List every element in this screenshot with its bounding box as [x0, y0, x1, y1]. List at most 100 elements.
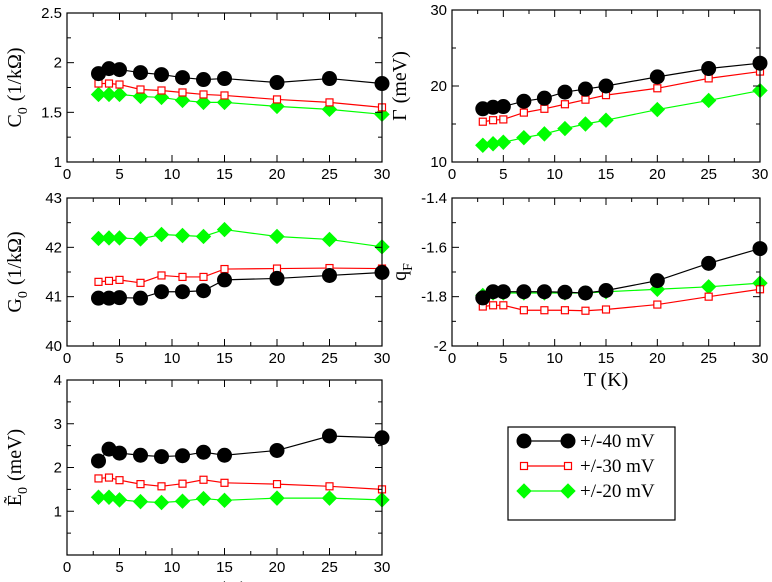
y-tick-label: 2 [54, 55, 62, 72]
data-point [133, 65, 148, 81]
x-tick-label: 10 [164, 559, 181, 576]
y-tick-label: 20 [430, 78, 447, 95]
x-tick-label: 20 [649, 166, 666, 183]
y-axis-title: qF [389, 263, 416, 281]
data-point [136, 85, 145, 94]
x-tick-label: 25 [321, 559, 338, 576]
y-tick-label: 2.5 [41, 5, 62, 22]
y-tick-label: 3 [54, 416, 62, 433]
data-point [133, 290, 148, 306]
series-s20 [475, 82, 768, 153]
x-tick-label: 0 [63, 166, 71, 183]
x-tick-label: 10 [164, 166, 181, 183]
legend-label: +/-40 mV [580, 431, 655, 452]
data-point [154, 67, 169, 83]
data-point [269, 228, 285, 245]
data-point [220, 264, 229, 274]
panel-top-right: 0 5 10 15 20 25 30 10 20 30 Γ(meV) [389, 2, 768, 183]
data-point [90, 86, 107, 103]
x-tick-label: 30 [374, 350, 391, 367]
data-point [174, 493, 191, 509]
legend-entry-s20: +/-20 mV [516, 481, 655, 502]
data-point [269, 270, 285, 286]
data-point [115, 476, 124, 485]
data-point [199, 90, 208, 99]
x-tick-label: 0 [63, 559, 71, 576]
legend-marker [516, 483, 532, 499]
x-tick-label: 30 [374, 166, 391, 183]
data-point [495, 284, 511, 300]
series-s40 [475, 241, 768, 306]
data-point [701, 255, 717, 271]
data-point [557, 84, 573, 100]
data-point [136, 278, 145, 287]
legend-box [507, 426, 676, 521]
data-point [175, 70, 190, 86]
data-point [175, 284, 190, 300]
data-point [704, 292, 713, 301]
y-tick-label: 1 [54, 154, 62, 171]
data-point [111, 86, 128, 103]
x-tick-label: 10 [546, 166, 563, 183]
plot-frame [66, 12, 383, 163]
data-point [557, 120, 573, 137]
data-point [649, 69, 665, 85]
data-point [325, 98, 334, 107]
data-point [90, 489, 107, 505]
data-point [560, 100, 570, 109]
data-point [175, 448, 190, 464]
series-s20 [90, 489, 390, 511]
data-point [519, 108, 528, 117]
data-point [133, 447, 148, 463]
data-point [540, 306, 549, 315]
x-tick-label: 0 [448, 166, 456, 183]
data-point [94, 474, 103, 483]
series-s30 [94, 473, 387, 494]
data-point [499, 301, 508, 310]
x-axis-title: T (K) [202, 578, 247, 582]
y-tick-label: 4 [54, 372, 62, 389]
y-tick-label: 41 [45, 289, 62, 306]
panel-middle-left: 0 5 10 15 20 25 30 40 41 42 43 G0(1/kΩ) [4, 190, 390, 367]
data-point [701, 61, 717, 77]
data-point [174, 92, 191, 109]
legend-label: +/-30 mV [580, 456, 655, 477]
data-point [598, 112, 614, 128]
data-point [195, 94, 212, 111]
x-tick-label: 25 [700, 166, 717, 183]
data-point [104, 473, 114, 482]
data-point [536, 126, 553, 142]
series-s30 [94, 263, 387, 287]
data-point [153, 226, 170, 243]
y-tick-label: 30 [430, 2, 447, 19]
y-tick-label: 40 [45, 338, 62, 355]
data-point [495, 99, 511, 115]
data-point [178, 272, 187, 282]
data-point [322, 428, 337, 444]
data-point [577, 285, 593, 301]
data-point [104, 79, 114, 88]
y-tick-label: 10 [430, 154, 447, 171]
data-point [154, 284, 169, 300]
data-point [132, 493, 149, 510]
data-point [217, 71, 232, 87]
legend-label: +/-20 mV [580, 481, 655, 502]
data-point [101, 489, 117, 505]
data-point [581, 306, 590, 315]
data-point [101, 230, 117, 246]
data-point [195, 228, 212, 245]
x-tick-label: 15 [598, 166, 615, 183]
data-point [111, 230, 128, 246]
data-point [581, 95, 590, 104]
data-point [598, 78, 614, 94]
data-point [220, 478, 229, 487]
data-point [560, 306, 570, 315]
x-tick-label: 15 [598, 350, 615, 367]
y-tick-label: 42 [45, 239, 62, 256]
data-point [516, 93, 532, 109]
data-point [195, 490, 212, 507]
data-point [153, 494, 170, 511]
data-point [700, 92, 717, 109]
data-point [112, 445, 127, 461]
